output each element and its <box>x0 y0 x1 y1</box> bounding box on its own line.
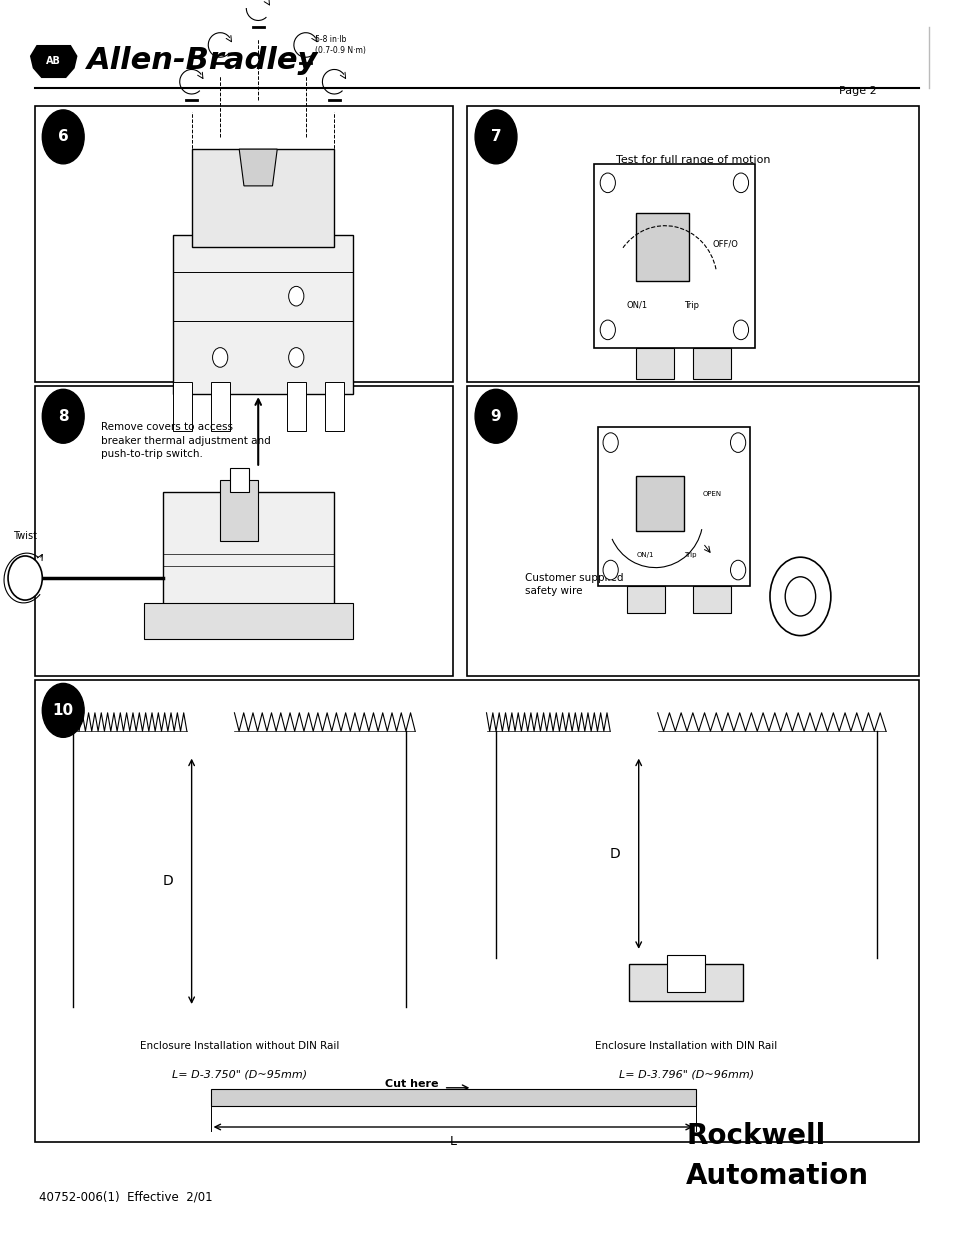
Bar <box>598 426 750 585</box>
Circle shape <box>602 561 618 580</box>
Circle shape <box>730 561 745 580</box>
Text: OPEN: OPEN <box>702 492 721 496</box>
Text: Test for full range of motion: Test for full range of motion <box>616 156 770 165</box>
Bar <box>163 493 334 615</box>
Text: 9: 9 <box>490 409 501 424</box>
Circle shape <box>289 287 304 306</box>
Circle shape <box>289 347 304 367</box>
Bar <box>666 956 704 992</box>
Circle shape <box>769 557 830 636</box>
Bar <box>467 385 919 676</box>
Circle shape <box>42 110 84 164</box>
Circle shape <box>599 173 615 193</box>
Bar <box>211 1089 695 1107</box>
Text: ON/1: ON/1 <box>626 301 647 310</box>
Polygon shape <box>239 149 277 186</box>
Text: Automation: Automation <box>685 1162 868 1191</box>
Text: D: D <box>162 874 173 888</box>
Bar <box>172 382 192 431</box>
Bar <box>192 149 334 247</box>
Circle shape <box>475 110 517 164</box>
Circle shape <box>475 389 517 443</box>
Text: Enclosure Installation with DIN Rail: Enclosure Installation with DIN Rail <box>595 1041 777 1051</box>
Text: OFF/O: OFF/O <box>712 240 738 248</box>
Circle shape <box>733 320 748 340</box>
Text: L= D-3.750" (D~95mm): L= D-3.750" (D~95mm) <box>172 1070 307 1079</box>
Text: 6-8 in·lb
(0.7-0.9 N·m): 6-8 in·lb (0.7-0.9 N·m) <box>314 35 366 56</box>
Text: Enclosure Installation without DIN Rail: Enclosure Installation without DIN Rail <box>139 1041 338 1051</box>
Bar <box>636 214 688 280</box>
Bar <box>636 348 674 379</box>
Bar <box>629 965 742 1000</box>
Polygon shape <box>30 44 77 78</box>
Text: Customer supplied
safety wire: Customer supplied safety wire <box>524 573 622 595</box>
Bar <box>220 480 258 541</box>
Text: Cut here: Cut here <box>385 1079 438 1089</box>
Text: Trip: Trip <box>683 552 696 558</box>
Text: 7: 7 <box>490 130 501 144</box>
Text: 10: 10 <box>52 703 73 718</box>
Bar <box>626 585 664 613</box>
Circle shape <box>42 389 84 443</box>
Bar <box>636 475 683 531</box>
Bar <box>230 468 249 493</box>
Bar <box>34 106 453 382</box>
Bar <box>593 164 755 348</box>
Bar <box>693 348 731 379</box>
Text: Rockwell: Rockwell <box>685 1121 824 1150</box>
Bar <box>324 382 343 431</box>
Text: Page 2: Page 2 <box>838 86 876 96</box>
Bar <box>693 585 731 613</box>
Circle shape <box>602 432 618 452</box>
Circle shape <box>599 320 615 340</box>
Circle shape <box>730 432 745 452</box>
Circle shape <box>8 556 42 600</box>
Text: Allen-Bradley: Allen-Bradley <box>87 47 318 75</box>
Circle shape <box>213 347 228 367</box>
Bar <box>34 679 919 1141</box>
Bar <box>172 235 353 394</box>
Circle shape <box>42 683 84 737</box>
Text: ON/1: ON/1 <box>636 552 653 558</box>
Text: 8: 8 <box>58 409 69 424</box>
Text: Remove covers to access
breaker thermal adjustment and
push-to-trip switch.: Remove covers to access breaker thermal … <box>101 422 271 458</box>
Text: AB: AB <box>46 56 61 65</box>
Bar <box>144 603 353 640</box>
Circle shape <box>733 173 748 193</box>
Text: Twist: Twist <box>13 531 37 541</box>
Circle shape <box>784 577 815 616</box>
Bar <box>34 385 453 676</box>
Text: L= D-3.796" (D~96mm): L= D-3.796" (D~96mm) <box>618 1070 753 1079</box>
Bar <box>467 106 919 382</box>
Text: D: D <box>609 847 619 861</box>
Bar <box>211 382 230 431</box>
Text: 40752-006(1)  Effective  2/01: 40752-006(1) Effective 2/01 <box>39 1191 213 1203</box>
Text: 6: 6 <box>58 130 69 144</box>
Bar <box>287 382 306 431</box>
Text: L: L <box>449 1135 456 1149</box>
Text: Trip: Trip <box>683 301 699 310</box>
